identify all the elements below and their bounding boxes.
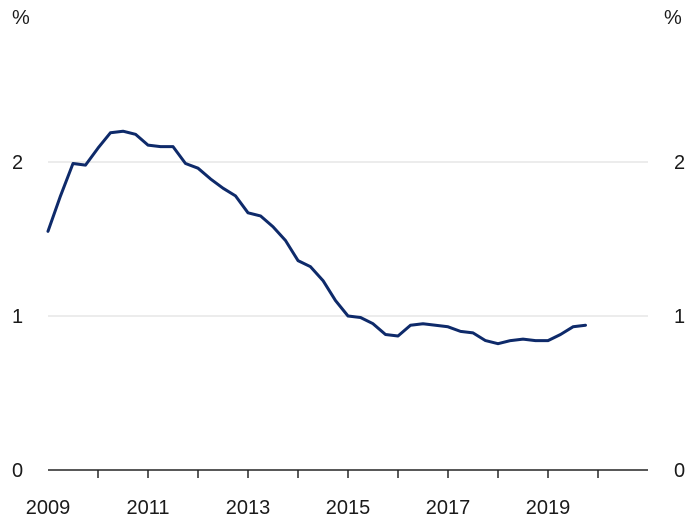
grid-lines: [48, 161, 648, 317]
plot-area: [46, 129, 587, 346]
series-line-0: [46, 129, 587, 346]
y-tick-label-left: 2: [12, 152, 23, 174]
x-tick-label: 2019: [526, 497, 571, 519]
y-tick-label-right: 0: [674, 460, 685, 482]
x-tick-label: 2017: [426, 497, 471, 519]
y-tick-label-left: 0: [12, 460, 23, 482]
y-tick-labels-left: 0 1 2: [12, 152, 23, 482]
x-tick-labels: 2009 2011 2013 2015 2017 2019: [26, 497, 571, 519]
x-tick-label: 2013: [226, 497, 271, 519]
y-tick-label-right: 1: [674, 306, 685, 328]
x-ticks: [97, 470, 599, 478]
y-tick-label-left: 1: [12, 306, 23, 328]
y-unit-right: %: [664, 7, 682, 29]
y-unit-left: %: [12, 7, 30, 29]
x-tick-label: 2009: [26, 497, 71, 519]
y-tick-label-right: 2: [674, 152, 685, 174]
y-tick-labels-right: 0 1 2: [674, 152, 685, 482]
x-tick-label: 2015: [326, 497, 371, 519]
x-tick-label: 2011: [126, 497, 169, 519]
